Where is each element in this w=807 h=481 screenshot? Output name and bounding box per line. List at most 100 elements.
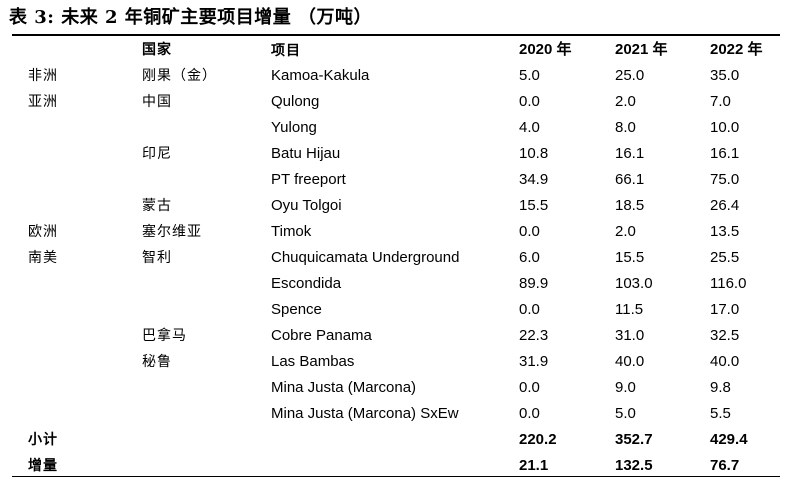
row-2020: 0.0 [519,301,540,318]
row-project: PT freeport [271,171,346,188]
increment-2021: 132.5 [615,457,653,474]
table-row: 南美 智利 Chuquicamata Underground 6.0 15.5 25.5 [0,245,807,271]
row-2022: 16.1 [710,145,740,162]
table-row: 非洲 刚果（金） Kamoa-Kakula 5.0 25.0 35.0 [0,63,807,89]
table-row: PT freeport 34.9 66.1 75.0 [0,167,807,193]
subtotal-2020: 220.2 [519,431,557,448]
row-2021: 15.5 [615,249,645,266]
row-project: Qulong [271,93,320,110]
row-2022: 5.5 [710,405,731,422]
increment-row: 增量 21.1 132.5 76.7 [0,453,807,479]
row-2020: 0.0 [519,405,540,422]
row-2021: 2.0 [615,223,636,240]
row-2020: 4.0 [519,119,540,136]
row-country: 巴拿马 [142,328,187,344]
row-project: Chuquicamata Underground [271,249,460,266]
table-row: 巴拿马 Cobre Panama 22.3 31.0 32.5 [0,323,807,349]
subtotal-label: 小计 [28,432,58,448]
row-project: Mina Justa (Marcona) [271,379,417,396]
table-row: Mina Justa (Marcona) 0.0 9.0 9.8 [0,375,807,401]
row-2020: 0.0 [519,223,540,240]
row-2022: 10.0 [710,119,740,136]
row-project: Kamoa-Kakula [271,67,370,84]
row-2021: 18.5 [615,197,645,214]
row-country: 塞尔维亚 [142,224,202,240]
table-row: Spence 0.0 11.5 17.0 [0,297,807,323]
row-country: 智利 [142,250,172,266]
row-2021: 103.0 [615,275,653,292]
row-2020: 22.3 [519,327,549,344]
row-country: 刚果（金） [142,68,217,84]
header-2020: 2020 年 [519,41,572,58]
row-project: Timok [271,223,312,240]
row-2021: 11.5 [615,301,644,318]
table-row: 印尼 Batu Hijau 10.8 16.1 16.1 [0,141,807,167]
row-country: 蒙古 [142,198,172,214]
row-2021: 16.1 [615,145,645,162]
header-2022: 2022 年 [710,41,763,58]
row-region: 欧洲 [28,224,58,240]
row-2020: 34.9 [519,171,549,188]
row-project: Escondida [271,275,342,292]
header-project: 项目 [271,42,301,58]
row-2020: 89.9 [519,275,549,292]
increment-2022: 76.7 [710,457,740,474]
row-2022: 32.5 [710,327,740,344]
row-project: Las Bambas [271,353,355,370]
row-2020: 0.0 [519,379,540,396]
table-row: 秘鲁 Las Bambas 31.9 40.0 40.0 [0,349,807,375]
row-2022: 7.0 [710,93,731,110]
table-row: 亚洲 中国 Qulong 0.0 2.0 7.0 [0,89,807,115]
header-2021: 2021 年 [615,41,668,58]
row-country: 中国 [142,94,172,110]
row-country: 印尼 [142,146,172,162]
row-2020: 6.0 [519,249,540,266]
row-2020: 15.5 [519,197,549,214]
row-project: Mina Justa (Marcona) SxEw [271,405,459,422]
row-2021: 8.0 [615,119,636,136]
bottom-rule [12,476,780,477]
row-region: 亚洲 [28,94,58,110]
row-2022: 116.0 [710,275,747,292]
increment-label: 增量 [28,458,58,474]
row-2020: 31.9 [519,353,549,370]
subtotal-2021: 352.7 [615,431,653,448]
row-2022: 75.0 [710,171,740,188]
row-2022: 26.4 [710,197,740,214]
row-2022: 13.5 [710,223,740,240]
row-2022: 9.8 [710,379,731,396]
row-project: Yulong [271,119,317,136]
row-2021: 25.0 [615,67,645,84]
row-2021: 2.0 [615,93,636,110]
row-2021: 5.0 [615,405,636,422]
row-project: Spence [271,301,322,318]
row-region: 非洲 [28,68,58,84]
row-region: 南美 [28,250,58,266]
row-country: 秘鲁 [142,354,172,370]
row-2022: 40.0 [710,353,740,370]
table-row: Mina Justa (Marcona) SxEw 0.0 5.0 5.5 [0,401,807,427]
row-2022: 17.0 [710,301,740,318]
row-project: Cobre Panama [271,327,372,344]
header-country: 国家 [142,42,172,58]
table-title: 表 3: 未来 2 年铜矿主要项目增量 （万吨） [9,7,373,28]
row-2021: 9.0 [615,379,636,396]
row-2022: 35.0 [710,67,740,84]
subtotal-2022: 429.4 [710,431,748,448]
row-2021: 66.1 [615,171,645,188]
row-2021: 31.0 [615,327,645,344]
row-2020: 0.0 [519,93,540,110]
subtotal-row: 小计 220.2 352.7 429.4 [0,427,807,453]
table-row: Escondida 89.9 103.0 116.0 [0,271,807,297]
table-row: 蒙古 Oyu Tolgoi 15.5 18.5 26.4 [0,193,807,219]
table-row: Yulong 4.0 8.0 10.0 [0,115,807,141]
row-2021: 40.0 [615,353,645,370]
increment-2020: 21.1 [519,457,549,474]
table-row: 欧洲 塞尔维亚 Timok 0.0 2.0 13.5 [0,219,807,245]
row-2022: 25.5 [710,249,740,266]
top-rule [12,34,780,36]
header-row: 国家 项目 2020 年 2021 年 2022 年 [0,37,807,63]
row-project: Batu Hijau [271,145,341,162]
row-project: Oyu Tolgoi [271,197,342,214]
row-2020: 10.8 [519,145,549,162]
